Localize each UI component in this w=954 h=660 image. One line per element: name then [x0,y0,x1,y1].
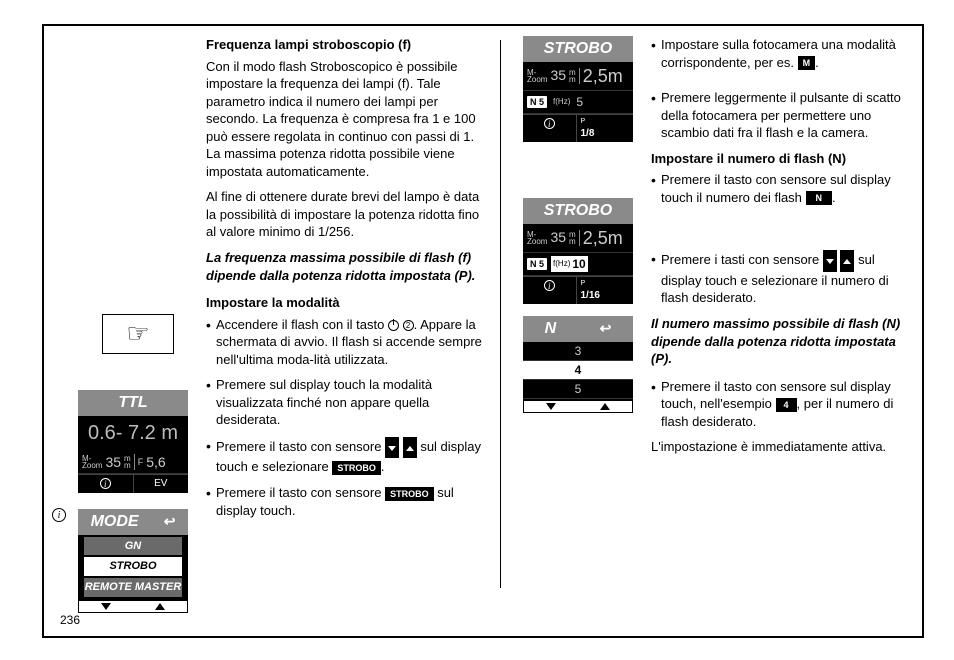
n-title: N [545,318,557,340]
list-item: Premere il tasto con sensore sul display… [206,437,484,476]
mode-item: REMOTE MASTER [84,578,182,597]
back-icon: ↩ [164,512,176,531]
power-icon [388,320,399,331]
distance-value: 2,5m [583,64,623,88]
fhz-value: 5 [576,94,583,110]
list-item: Impostare sulla fotocamera una modalità … [651,36,904,71]
ev-cell: EV [134,475,189,493]
m-badge: M [798,56,816,70]
mode-item-selected: STROBO [84,557,182,576]
p-cell: P 1/8 [577,115,634,142]
strobo-display-1: STROBO M- Zoom 35 m m 2,5m N 5 f(Hz) 5 i [523,36,633,142]
info-cell: i [523,277,577,304]
list-item: Accendere il flash con il tasto 2. Appar… [206,316,484,369]
arrow-row [523,399,633,413]
down-arrow-icon [101,603,111,610]
ttl-range: 0.6- 7.2 m [88,420,178,447]
n-list-item-selected: 4 [523,361,633,380]
heading-frequency: Frequenza lampi stroboscopio (f) [206,36,484,54]
list-item: Premere il tasto con sensore sul display… [651,378,904,431]
para-final: L'impostazione è immediatamente attiva. [651,438,904,456]
info-icon-side: i [52,508,66,522]
strobo-badge: STROBO [385,487,434,501]
n-badge: N 5 [527,96,547,108]
strobo-badge: STROBO [332,461,381,475]
up-key-icon [840,250,854,272]
up-arrow-icon [600,403,610,410]
up-arrow-icon [155,603,165,610]
mode-item: GN [84,537,182,556]
n-display: N ↩ 3 4 5 [523,316,633,413]
page-number: 236 [60,612,80,628]
n-list-item: 5 [523,380,633,399]
fhz-value: 10 [572,256,585,272]
strobo-title: STROBO [544,200,612,222]
info-cell: i [78,475,134,493]
right-column: Impostare sulla fotocamera una modalità … [651,36,904,596]
f-label: F [138,456,144,468]
note-n: Il numero massimo possibile di flash (N)… [651,315,904,368]
ttl-display: TTL 0.6- 7.2 m M- Zoom 35 m m F 5,6 i EV [78,390,188,493]
distance-value: 2,5m [583,226,623,250]
arrow-row [78,599,188,613]
middle-column: Frequenza lampi stroboscopio (f) Con il … [206,36,484,596]
para-freq-1: Con il modo flash Stroboscopico è possib… [206,58,484,181]
zoom-value: 35 [105,453,121,472]
column-divider [500,40,501,588]
fhz-label: f(Hz) [553,97,570,108]
mode-display: MODE ↩ GN STROBO REMOTE MASTER [78,509,188,613]
display-column-2: STROBO M- Zoom 35 m m 2,5m N 5 f(Hz) 5 i [521,36,635,596]
strobo-display-2: STROBO M- Zoom 35 m m 2,5m N 5 f(Hz) 10 [523,198,633,304]
heading-flash-n: Impostare il numero di flash (N) [651,150,904,168]
down-arrow-icon [546,403,556,410]
mm-label: m m [124,455,131,469]
heading-mode: Impostare la modalità [206,294,484,312]
list-item: Premere leggermente il pulsante di scatt… [651,89,904,142]
pointer-icon: ☞ [102,314,174,354]
info-cell: i [523,115,577,142]
fhz-label: f(Hz) [553,259,570,270]
list-item: Premere il tasto con sensore sul display… [651,171,904,206]
mode-title: MODE [91,511,139,533]
zoom-label: M- Zoom [82,455,102,469]
strobo-title: STROBO [544,38,612,60]
note-freq: La frequenza massima possibile di flash … [206,249,484,284]
list-item: Premere i tasti con sensore sul display … [651,250,904,307]
list-item: Premere sul display touch la modalità vi… [206,376,484,429]
left-column: ☞ TTL 0.6- 7.2 m M- Zoom 35 m m F 5,6 i [54,36,190,596]
back-icon: ↩ [600,319,612,338]
down-key-icon [823,250,837,272]
list-item: Premere il tasto con sensore STROBO sul … [206,484,484,519]
n-list-item: 3 [523,342,633,361]
p-cell: P 1/16 [577,277,634,304]
n-badge-inline: N [806,191,833,205]
down-key-icon [385,437,399,459]
n-badge: N 5 [527,258,547,270]
f-value: 5,6 [146,453,165,472]
up-key-icon [403,437,417,459]
ttl-title: TTL [118,392,147,414]
step-2-icon: 2 [403,320,414,331]
four-badge: 4 [776,398,797,412]
para-freq-2: Al fine di ottenere durate brevi del lam… [206,188,484,241]
